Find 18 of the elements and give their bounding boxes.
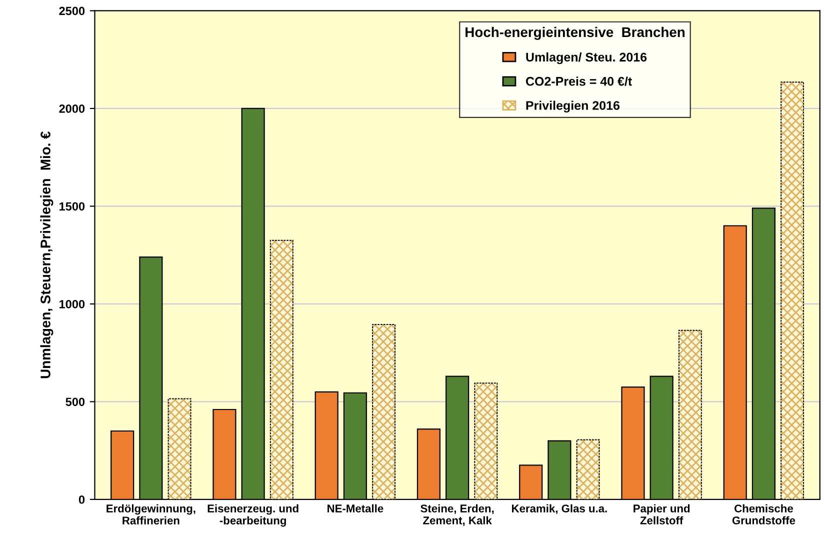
x-tick-label: Chemische Grundstoffe xyxy=(732,504,796,524)
y-tick-label: 2500 xyxy=(59,6,85,16)
y-tick-label: 2000 xyxy=(59,104,85,113)
y-tick-label: 0 xyxy=(78,495,85,504)
x-tick-label: Steine, Erden, Zement, Kalk xyxy=(420,504,494,526)
x-tick-label: Erdölgewinnung, Raffinerien xyxy=(106,504,196,524)
x-tick-label: Eisenerzeug. und -bearbeitung xyxy=(208,504,298,527)
y-tick-label: 1000 xyxy=(60,300,85,308)
y-axis-title: Unmlagen, Steuern,Privilegien Mio. € xyxy=(40,131,54,378)
legend-label: CO2-Preis = 40 €/t xyxy=(526,76,632,86)
y-tick-label: 500 xyxy=(66,398,85,406)
y-tick-label: 1500 xyxy=(60,202,85,211)
x-tick-label: Keramik, Glas u.a. xyxy=(512,504,607,514)
x-tick-label: NE-Metalle xyxy=(328,504,384,512)
legend-label: Umlagen/ Steu. 2016 xyxy=(526,52,647,64)
legend-label: Privilegien 2016 xyxy=(526,100,620,112)
legend-title: Hoch-energieintensive Branchen xyxy=(466,26,685,40)
x-tick-label: Papier und Zellstoff xyxy=(634,504,690,524)
